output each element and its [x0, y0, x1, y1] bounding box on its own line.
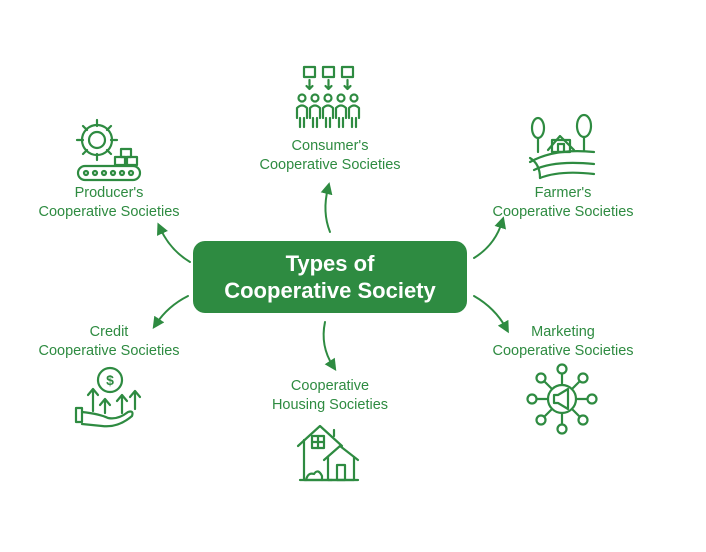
producer-label-line2: Cooperative Societies — [38, 204, 180, 220]
farm-icon — [528, 113, 596, 180]
credit-label-line1: Credit — [89, 324, 129, 340]
consumer-label: Consumer's Cooperative Societies — [240, 137, 420, 175]
credit-label-line2: Cooperative Societies — [38, 343, 180, 359]
factory-gear-icon — [75, 118, 142, 182]
consumers-icon — [295, 65, 361, 129]
center-title-line2: Cooperative Society — [224, 278, 436, 303]
farmer-label-line2: Cooperative Societies — [492, 204, 634, 220]
arrow-to-marketing — [473, 295, 509, 334]
housing-label-line1: Cooperative — [290, 378, 370, 394]
farmer-label-line1: Farmer's — [534, 185, 592, 201]
housing-label: Cooperative Housing Societies — [240, 377, 420, 415]
megaphone-network-icon — [526, 363, 598, 435]
marketing-label-line1: Marketing — [531, 324, 595, 340]
arrow-to-consumer — [320, 182, 333, 233]
arrow-to-farmer — [473, 216, 506, 259]
credit-label: Credit Cooperative Societies — [18, 323, 200, 361]
consumer-label-line2: Cooperative Societies — [259, 157, 401, 173]
producer-label-line1: Producer's — [74, 185, 144, 201]
arrow-to-credit — [152, 295, 189, 329]
marketing-label: Marketing Cooperative Societies — [472, 323, 654, 361]
arrow-to-producer — [157, 222, 191, 263]
producer-label: Producer's Cooperative Societies — [18, 184, 200, 222]
center-node: Types of Cooperative Society — [193, 241, 467, 313]
consumer-label-line1: Consumer's — [291, 138, 369, 154]
svg-text:$: $ — [106, 372, 114, 388]
farmer-label: Farmer's Cooperative Societies — [472, 184, 654, 222]
center-title-line1: Types of — [285, 251, 375, 276]
money-growth-icon: $ — [74, 366, 142, 428]
housing-label-line2: Housing Societies — [271, 397, 389, 413]
arrow-to-housing — [322, 321, 337, 372]
marketing-label-line2: Cooperative Societies — [492, 343, 634, 359]
house-icon — [296, 424, 360, 482]
